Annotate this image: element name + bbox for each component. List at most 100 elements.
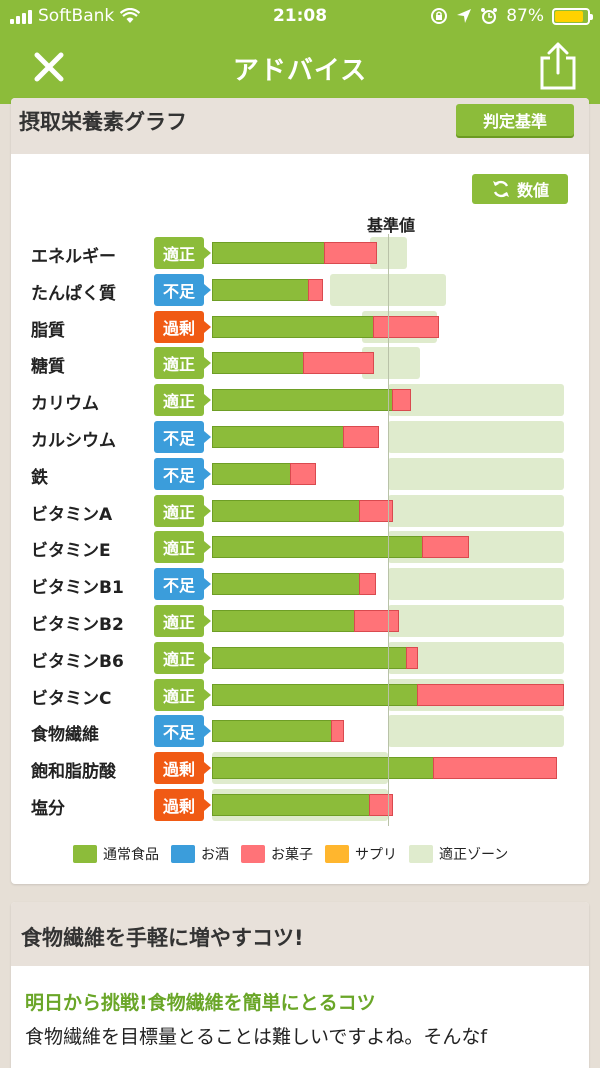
appropriate-zone	[388, 568, 564, 601]
nutrient-row: ビタミンB1 不足	[11, 566, 589, 603]
status-badge: 不足	[154, 715, 211, 748]
close-icon[interactable]	[26, 44, 72, 90]
values-toggle-button[interactable]: 数値	[472, 174, 568, 204]
tip-body: 食物繊維を目標量とることは難しいですよね。そんなf	[25, 1026, 488, 1048]
values-toggle-label: 数値	[516, 181, 549, 200]
nutrient-row: ビタミンC 適正	[11, 677, 589, 714]
alarm-icon	[481, 8, 498, 24]
bar-segment-regular-food	[212, 573, 360, 596]
battery-percent: 87%	[506, 6, 544, 26]
legend-item: 通常食品	[73, 844, 159, 864]
share-icon[interactable]	[534, 40, 582, 92]
legend-label: サプリ	[355, 847, 397, 863]
carrier-group: SoftBank	[10, 6, 141, 26]
bar-segment-regular-food	[212, 536, 424, 559]
status-badge: 適正	[154, 494, 211, 527]
legend-item: サプリ	[325, 844, 397, 864]
battery-fill	[555, 10, 583, 22]
appropriate-zone	[388, 421, 564, 453]
nutrient-name: ビタミンB6	[31, 651, 124, 672]
tips-header: 食物繊維を手軽に増やすコツ!	[11, 902, 589, 966]
status-badge: 不足	[154, 421, 211, 453]
rotation-lock-icon	[431, 8, 448, 24]
legend-item: お菓子	[241, 844, 313, 864]
nutrient-row: 鉄 不足	[11, 456, 589, 493]
bar-segment-regular-food	[212, 610, 355, 632]
status-badge: 不足	[154, 568, 211, 601]
bar-segment-regular-food	[212, 389, 394, 412]
bar-segment-sweets	[422, 536, 469, 559]
appropriate-zone	[388, 384, 564, 417]
bar-segment-sweets	[406, 646, 418, 669]
nutrient-row: 糖質 適正	[11, 345, 589, 382]
criteria-button[interactable]: 判定基準	[456, 104, 574, 136]
status-right: 87%	[430, 6, 593, 26]
nutrient-name: 鉄	[31, 467, 48, 488]
legend-label: お酒	[201, 847, 229, 863]
legend-swatch	[73, 845, 97, 863]
status-badge: 適正	[154, 347, 211, 380]
status-badge: 適正	[154, 531, 211, 564]
legend-item: 適正ゾーン	[409, 844, 508, 864]
nutrient-name: 脂質	[31, 320, 65, 341]
nutrient-row: カルシウム 不足	[11, 419, 589, 456]
bar-segment-sweets	[330, 720, 344, 743]
bar-segment-sweets	[343, 426, 380, 448]
status-badge: 過剰	[154, 789, 211, 821]
status-badge: 適正	[154, 641, 211, 674]
bar-segment-regular-food	[212, 794, 371, 816]
legend-label: 適正ゾーン	[439, 847, 509, 863]
tips-card: 食物繊維を手軽に増やすコツ! 明日から挑戦!食物繊維を簡単にとるコツ 食物繊維を…	[11, 902, 589, 1068]
nutrient-row: ビタミンE 適正	[11, 529, 589, 566]
status-badge: 適正	[154, 605, 211, 637]
bar-segment-sweets	[290, 462, 316, 485]
bar-segment-sweets	[358, 573, 376, 596]
tips-title: 食物繊維を手軽に増やすコツ!	[21, 926, 304, 950]
reference-label: 基準値	[366, 216, 415, 235]
nutrient-row: 飽和脂肪酸 過剰	[11, 750, 589, 787]
nutrient-name: カルシウム	[31, 431, 116, 451]
legend-swatch	[409, 845, 433, 863]
page-title: アドバイス	[232, 56, 368, 86]
nutrient-row: ビタミンB2 適正	[11, 603, 589, 640]
bar-segment-sweets	[432, 757, 557, 780]
bar-segment-sweets	[416, 683, 564, 706]
nutrient-row: ビタミンB6 適正	[11, 640, 589, 677]
bar-segment-sweets	[392, 389, 411, 412]
nutrient-row: エネルギー 適正	[11, 235, 589, 272]
refresh-icon	[492, 180, 509, 198]
status-badge: 過剰	[154, 752, 211, 785]
appropriate-zone	[388, 494, 564, 527]
nutrient-name: 糖質	[31, 357, 65, 378]
nav-bar: アドバイス	[0, 38, 600, 96]
bar-segment-sweets	[353, 610, 399, 632]
wifi-icon	[120, 8, 141, 23]
status-bar: SoftBank 21:08 87%	[0, 0, 600, 34]
signal-icon	[10, 8, 32, 24]
appropriate-zone	[388, 715, 564, 748]
bar-segment-regular-food	[212, 278, 309, 301]
status-badge: 過剰	[154, 310, 211, 343]
appropriate-zone	[388, 457, 564, 490]
appropriate-zone	[329, 273, 447, 306]
legend-swatch	[325, 845, 349, 863]
status-badge: 不足	[154, 273, 211, 306]
bar-segment-sweets	[323, 242, 378, 264]
status-badge: 適正	[154, 678, 211, 711]
bar-segment-regular-food	[212, 720, 332, 743]
legend-item: お酒	[171, 844, 229, 864]
nutrient-name: ビタミンC	[31, 688, 112, 709]
chart-legend: 通常食品 お酒 お菓子 サプリ 適正ゾーン	[73, 844, 508, 864]
bar-segment-sweets	[372, 315, 440, 338]
nutrient-name: ビタミンB1	[31, 578, 124, 599]
nutrient-name: 塩分	[31, 799, 65, 819]
status-badge: 不足	[154, 457, 211, 490]
nutrient-name: 飽和脂肪酸	[31, 762, 116, 783]
bar-segment-regular-food	[212, 646, 408, 669]
bar-segment-sweets	[358, 499, 394, 522]
status-badge: 適正	[154, 384, 211, 417]
bar-segment-regular-food	[212, 462, 292, 485]
legend-label: お菓子	[271, 847, 313, 863]
tip-link[interactable]: 明日から挑戦!食物繊維を簡単にとるコツ	[25, 992, 376, 1014]
card-title: 摂取栄養素グラフ	[19, 110, 187, 134]
